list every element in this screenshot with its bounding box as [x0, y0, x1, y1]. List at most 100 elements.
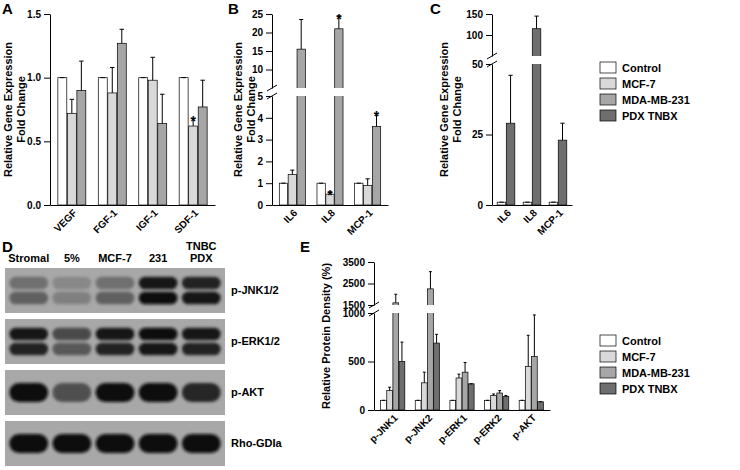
y-axis-title-line: Relative Protein Density (%) — [320, 263, 332, 409]
tick-label: VEGF — [52, 207, 79, 234]
error-bar — [401, 342, 402, 361]
y-axis: 150025003500 — [343, 257, 375, 311]
plot-area — [279, 96, 380, 205]
error-bar — [499, 391, 500, 393]
tick: 0 — [257, 200, 272, 211]
tick: 1 — [257, 178, 272, 189]
blot-band — [139, 292, 178, 305]
error-bar — [71, 99, 72, 113]
blot-band — [139, 343, 178, 356]
bar — [525, 366, 531, 410]
tick-label: IL8 — [319, 207, 337, 225]
error-cap — [319, 183, 323, 184]
y-axis-title-line: Fold Change — [15, 76, 27, 143]
bar — [297, 49, 305, 88]
blot-band — [96, 343, 135, 356]
tick-mark — [44, 205, 50, 206]
tick-label: p-ERK2 — [470, 412, 504, 446]
tick-mark — [44, 78, 50, 79]
row-label: p-JNK1/2 — [231, 284, 279, 296]
legend-label: PDX TNBX — [622, 110, 678, 122]
blot-band — [96, 292, 135, 305]
blot-band — [182, 434, 221, 453]
blot-band — [9, 292, 48, 305]
error-cap — [486, 400, 489, 401]
error-cap — [400, 342, 403, 343]
bar — [415, 400, 421, 410]
lane-label-line: 5% — [64, 252, 80, 264]
tick-label: MCP-1 — [345, 207, 375, 237]
bar — [428, 289, 434, 305]
error-cap — [457, 374, 460, 375]
tick-label: IGF-1 — [134, 207, 160, 233]
tick: IL6 — [495, 205, 513, 225]
blot-band — [139, 277, 178, 290]
error-bar — [162, 94, 163, 123]
tick-label: 2 — [257, 156, 263, 167]
tick: p-ERK2 — [470, 410, 504, 445]
bar — [297, 96, 305, 205]
error-cap — [492, 393, 495, 394]
plot-area — [381, 313, 544, 410]
x-axis: p-JNK1p-JNK2p-ERK1p-ERK2p-AKT — [367, 410, 550, 445]
tick-label: 100 — [466, 30, 483, 41]
lane-label-line: MCF-7 — [98, 252, 132, 264]
panel: B01234510152025IL6IL8MCP-1Relative Gene … — [228, 0, 389, 237]
error-cap — [382, 400, 385, 401]
blot-band — [9, 328, 48, 341]
error-cap — [508, 75, 512, 76]
tick: 2 — [257, 156, 272, 167]
tick: 1.5 — [27, 9, 50, 20]
tick-label: 0 — [257, 200, 263, 211]
bar — [421, 383, 427, 410]
tick: MCP-1 — [535, 205, 565, 237]
panel: A0.00.51.01.5VEGFFGF-1IGF-1SDF-1Relative… — [2, 0, 216, 235]
tick: IL6 — [281, 205, 299, 225]
tick-mark — [266, 51, 272, 52]
bar — [279, 183, 287, 205]
x-axis: IL6IL8MCP-1 — [493, 205, 573, 237]
tick-label: p-AKT — [509, 412, 538, 441]
bar — [523, 202, 532, 205]
legend-swatch — [600, 383, 616, 394]
annotation: * — [190, 113, 196, 129]
bar — [393, 313, 399, 410]
tick-label: 500 — [348, 356, 365, 367]
tick: p-JNK1 — [367, 410, 400, 445]
error-cap — [290, 170, 294, 171]
tick: 0.5 — [27, 136, 50, 147]
tick-label: IL6 — [281, 207, 299, 225]
tick: 100 — [466, 30, 492, 41]
bar — [77, 90, 86, 205]
blot-band — [52, 434, 91, 453]
error-cap — [141, 77, 145, 78]
bar — [393, 303, 399, 305]
y-axis-title: Relative Gene ExpressionFold Change — [232, 42, 257, 177]
bar — [549, 202, 558, 205]
axis-break — [369, 310, 379, 316]
bar — [335, 96, 343, 205]
lane-label-line: PDX — [190, 252, 213, 264]
axis-line — [272, 15, 273, 89]
error-bar — [389, 387, 390, 390]
tick: 1.0 — [27, 72, 50, 83]
tick-label: 25 — [252, 9, 264, 20]
bar — [399, 362, 405, 411]
blot-band — [139, 434, 178, 453]
panel-title: E — [300, 238, 310, 255]
tick-label: p-ERK1 — [436, 412, 470, 446]
tick-label: 1 — [257, 178, 263, 189]
error-bar — [202, 80, 203, 107]
annotation: * — [374, 108, 380, 124]
error-bar — [367, 179, 368, 186]
tick: 150 — [466, 9, 492, 20]
error-cap — [388, 387, 391, 388]
bar — [532, 29, 541, 56]
tick: 0 — [359, 405, 374, 416]
axis-break — [267, 93, 277, 99]
error-cap — [150, 57, 154, 58]
error-cap — [498, 390, 501, 391]
tick-label: 20 — [252, 27, 264, 38]
tick-mark — [486, 135, 492, 136]
legend-label: PDX TNBX — [622, 383, 678, 395]
